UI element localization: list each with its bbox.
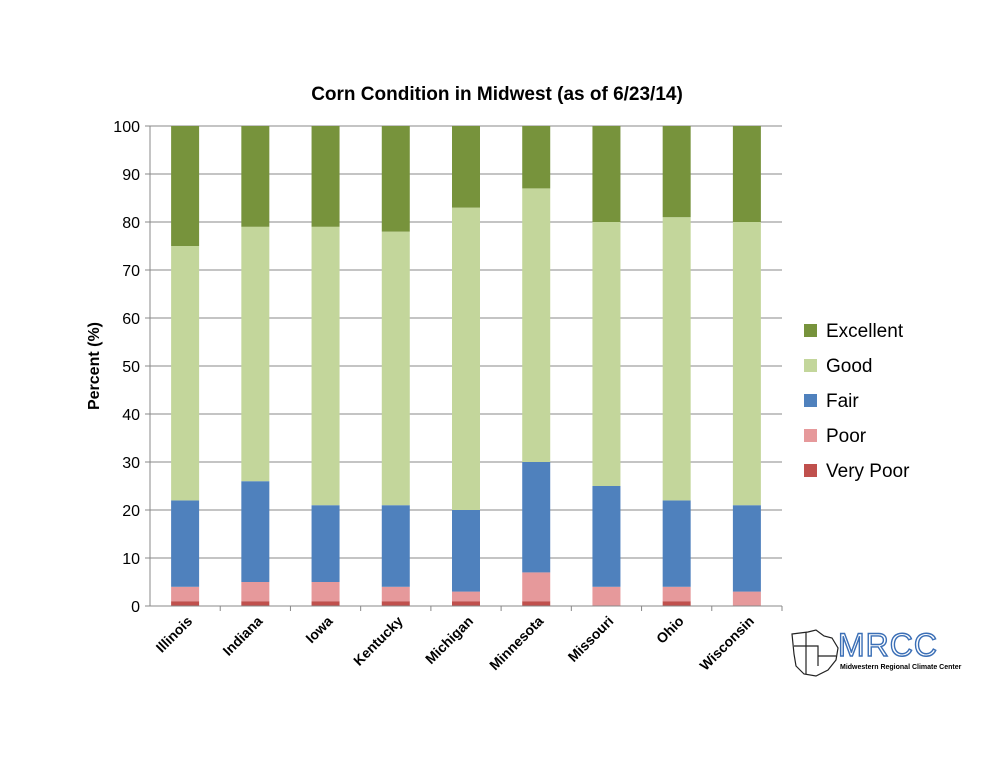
legend-label: Fair: [826, 391, 859, 412]
bar-segment-poor: [381, 586, 410, 602]
x-tick-label: Kentucky: [350, 613, 406, 669]
x-tick-label: Wisconsin: [696, 613, 757, 674]
y-tick-label: 100: [113, 119, 140, 136]
bar-segment-excellent: [592, 126, 621, 222]
bar-segment-very-poor: [381, 601, 410, 606]
y-tick-label: 10: [122, 551, 140, 568]
legend-swatch: [804, 464, 817, 477]
bar-segment-fair: [241, 481, 270, 582]
bar-segment-poor: [522, 572, 551, 602]
bar-segment-poor: [241, 582, 270, 602]
bar-segment-excellent: [732, 126, 761, 222]
y-tick-label: 90: [122, 167, 140, 184]
bar-segment-good: [311, 226, 340, 506]
bar-segment-fair: [522, 462, 551, 573]
legend-label: Poor: [826, 426, 867, 447]
legend: Excellent Good Fair Poor Very Poor: [804, 321, 910, 482]
legend-label: Excellent: [826, 321, 904, 342]
bar-segment-poor: [171, 586, 200, 602]
bar-segment-fair: [452, 510, 480, 592]
logo-text: MRCC: [838, 627, 938, 663]
bar-segment-excellent: [311, 126, 340, 227]
y-tick-label: 50: [122, 359, 140, 376]
bar-segment-very-poor: [452, 601, 480, 606]
bar-segment-good: [732, 222, 761, 506]
legend-swatch: [804, 394, 817, 407]
x-axis-ticks: Illinois Indiana Iowa Kentucky Michigan Minne…: [153, 606, 783, 674]
y-tick-label: 70: [122, 263, 140, 280]
bar-segment-poor: [662, 586, 691, 602]
x-tick-label: Illinois: [153, 613, 196, 656]
bar-segment-fair: [732, 505, 761, 592]
bar-segment-good: [171, 246, 200, 501]
bar-segment-fair: [662, 500, 691, 587]
bar-segment-good: [522, 188, 551, 462]
x-tick-label: Minnesota: [486, 613, 546, 673]
midwest-map-icon: [791, 629, 839, 677]
bar-segment-poor: [311, 582, 340, 602]
mrcc-logo: MRCC Midwestern Regional Climate Center: [788, 626, 968, 682]
y-axis-ticks: 0 10 20 30 40 50 60 70 80 90 100: [113, 119, 150, 616]
mrcc-logo-graphic: MRCC Midwestern Regional Climate Center: [791, 626, 962, 677]
logo-subtitle: Midwestern Regional Climate Center: [840, 664, 962, 671]
bar-segment-very-poor: [311, 601, 340, 606]
bar-segment-fair: [592, 486, 621, 587]
x-tick-label: Iowa: [302, 613, 335, 646]
bar-segment-excellent: [452, 126, 480, 208]
legend-label: Very Poor: [826, 461, 910, 482]
y-tick-label: 20: [122, 503, 140, 520]
y-axis-label: Percent (%): [86, 322, 103, 410]
y-tick-label: 60: [122, 311, 140, 328]
bar-segment-good: [662, 217, 691, 501]
bar-segment-excellent: [171, 126, 200, 246]
bar-segment-fair: [311, 505, 340, 582]
x-tick-label: Ohio: [653, 613, 687, 647]
bar-segment-poor: [732, 591, 761, 606]
legend-swatch: [804, 324, 817, 337]
chart-title: Corn Condition in Midwest (as of 6/23/14…: [311, 84, 683, 105]
x-tick-label: Missouri: [565, 613, 617, 665]
bar-segment-very-poor: [522, 601, 551, 606]
x-tick-label: Michigan: [422, 613, 476, 667]
bar-segment-fair: [381, 505, 410, 587]
bar-segment-very-poor: [241, 601, 270, 606]
legend-label: Good: [826, 356, 872, 377]
bar-segment-excellent: [522, 126, 551, 189]
bar-segment-excellent: [241, 126, 270, 227]
bar-segment-excellent: [381, 126, 410, 232]
bars: [171, 126, 761, 606]
y-tick-label: 40: [122, 407, 140, 424]
legend-swatch: [804, 359, 817, 372]
bar-segment-excellent: [662, 126, 691, 218]
bar-segment-poor: [452, 591, 480, 602]
legend-swatch: [804, 429, 817, 442]
y-tick-label: 80: [122, 215, 140, 232]
y-tick-label: 30: [122, 455, 140, 472]
bar-segment-very-poor: [171, 601, 200, 606]
bar-segment-good: [381, 231, 410, 506]
bar-segment-fair: [171, 500, 200, 587]
axes: [149, 126, 782, 607]
bar-segment-good: [592, 222, 621, 486]
bar-segment-good: [241, 226, 270, 482]
y-tick-label: 0: [131, 599, 140, 616]
bar-segment-good: [452, 207, 480, 510]
x-tick-label: Indiana: [219, 613, 265, 659]
bar-segment-poor: [592, 586, 621, 606]
bar-segment-very-poor: [662, 601, 691, 606]
